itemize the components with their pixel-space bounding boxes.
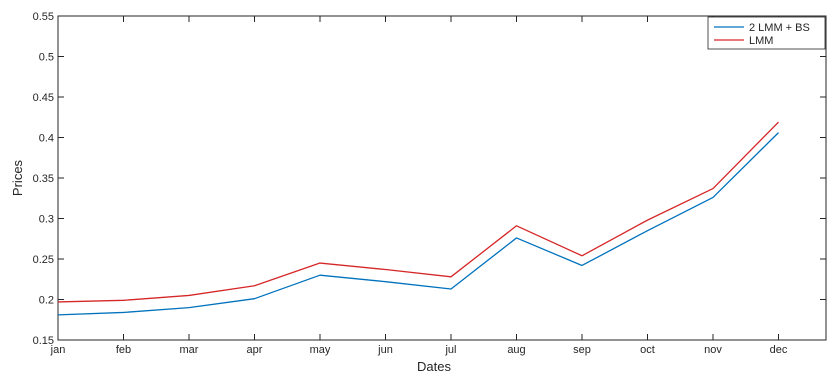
plot-area	[57, 15, 827, 341]
x-tick-label: aug	[507, 344, 525, 356]
y-tick-label: 0.4	[39, 133, 54, 145]
y-tick-label: 0.45	[33, 92, 54, 104]
series-layer	[57, 121, 779, 316]
y-tick-label: 0.5	[39, 52, 54, 64]
y-tick-label: 0.55	[33, 11, 54, 23]
y-tick-label: 0.35	[33, 173, 54, 185]
series-line-2	[57, 121, 779, 303]
x-tick-label: may	[310, 344, 331, 356]
x-tick-label: jun	[377, 344, 393, 356]
x-tick-label: jan	[50, 344, 66, 356]
x-axis-label: Dates	[417, 359, 451, 374]
x-tick-label: dec	[770, 344, 788, 356]
x-tick-label: oct	[640, 344, 655, 356]
y-tick-label: 0.15	[33, 335, 54, 347]
y-tick-label: 0.2	[39, 295, 54, 307]
y-axis: 0.15 0.2 0.25 0.3 0.35 0.4 0.45 0.5 0.55	[33, 11, 826, 347]
y-axis-label: Prices	[10, 159, 25, 196]
x-tick-label: apr	[247, 344, 263, 356]
y-tick-label: 0.3	[39, 214, 54, 226]
x-tick-label: nov	[704, 344, 722, 356]
legend-label-1: 2 LMM + BS	[749, 22, 810, 34]
legend-box	[707, 16, 826, 50]
legend-label-2: LMM	[749, 35, 773, 47]
y-tick-label: 0.25	[33, 254, 54, 266]
x-tick-label: feb	[116, 344, 131, 356]
x-tick-label: sep	[573, 344, 591, 356]
x-tick-label: mar	[180, 344, 199, 356]
series-line-1	[57, 132, 779, 316]
x-tick-label: jul	[444, 344, 456, 356]
